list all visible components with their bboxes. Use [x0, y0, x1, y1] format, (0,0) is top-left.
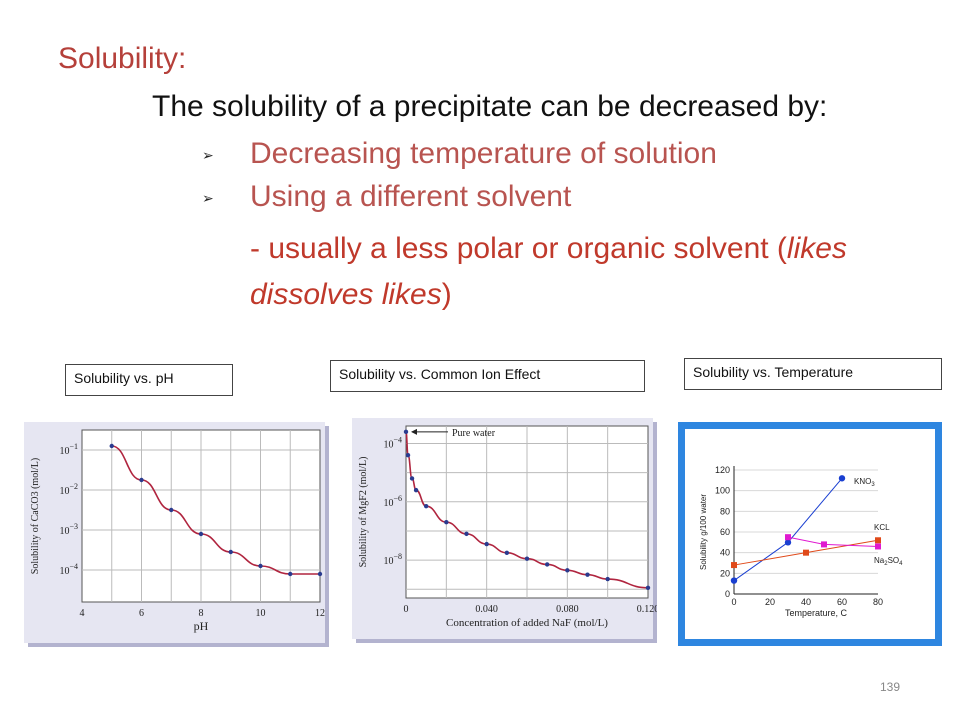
data-point	[198, 531, 204, 537]
data-point	[484, 541, 489, 547]
x-axis-label: pH	[194, 619, 209, 633]
arrow-bullet-icon: ➢	[202, 147, 214, 163]
x-axis-label: Concentration of added NaF (mol/L)	[446, 617, 608, 629]
page-number: 139	[880, 680, 901, 694]
y-tick-label: 60	[720, 527, 730, 537]
y-tick-label: 10−6	[383, 494, 402, 509]
common-ion-chart: 0 0.040 0.080 0.120 10−4 10−6 10−8 Concentratio…	[352, 418, 659, 643]
y-axis-label: Solubility g/100 water	[699, 494, 708, 570]
data-point	[585, 572, 590, 577]
data-point	[403, 429, 409, 435]
data-point	[524, 556, 530, 561]
y-tick-label: 20	[720, 568, 730, 578]
common-ion-chart-panel: 0 0.040 0.080 0.120 10−4 10−6 10−8 Concentratio…	[352, 418, 659, 648]
data-point	[258, 563, 263, 569]
y-tick-label: 10−4	[383, 435, 402, 450]
solubility-curve	[111, 445, 320, 575]
y-axis-label: Solubility of MgF2 (mol/L)	[358, 457, 369, 568]
data-point	[444, 520, 449, 525]
x-tick-label: 8	[199, 608, 204, 619]
data-point	[464, 531, 469, 537]
x-tick-label: 0	[731, 597, 736, 607]
data-point	[405, 452, 411, 458]
x-tick-label: 40	[801, 597, 811, 607]
y-tick-label: 10−8	[383, 552, 402, 567]
data-point	[228, 549, 233, 555]
label-common-ion: Solubility vs. Common Ion Effect	[330, 360, 645, 392]
data-point	[730, 577, 738, 584]
y-tick-label: 10−2	[59, 482, 78, 497]
sub-prefix: - usually a less polar or organic solven…	[250, 232, 787, 265]
x-tick-label: 0.080	[556, 604, 579, 615]
data-point	[645, 585, 651, 590]
data-point	[821, 541, 827, 548]
x-tick-label: 0	[404, 604, 409, 615]
data-point	[409, 476, 415, 481]
data-point	[838, 475, 846, 482]
y-tick-label: 10−1	[59, 442, 78, 457]
data-point	[139, 477, 144, 483]
panel-background	[685, 429, 935, 639]
x-tick-label: 0.120	[637, 604, 657, 615]
data-point	[731, 562, 737, 569]
x-tick-label: 0.040	[475, 604, 498, 615]
y-tick-label: 80	[720, 506, 730, 516]
y-axis-label: Solubility of CaCO3 (mol/L)	[30, 458, 41, 574]
x-tick-label: 6	[139, 608, 144, 619]
temperature-chart-panel: 0 20 40 60 80 100 120 0 20 40 60 80 Temperature, C So…	[678, 422, 942, 651]
data-point	[544, 562, 550, 567]
series-label: KNO3	[854, 477, 875, 488]
arrow-bullet-icon: ➢	[202, 190, 214, 206]
bullet-text: Decreasing temperature of solution	[250, 137, 717, 170]
lead-text: The solubility of a precipitate can be d…	[152, 90, 828, 123]
data-point	[317, 571, 323, 577]
series-label: Na2SO4	[874, 556, 903, 567]
sub-suffix: )	[441, 278, 452, 311]
data-point	[565, 568, 570, 573]
slide-title: Solubility:	[58, 42, 187, 75]
data-point	[288, 571, 293, 577]
bullet-text: Using a different solvent	[250, 180, 572, 213]
sub-italic: likes dissolves likes	[250, 232, 847, 311]
x-tick-label: 12	[315, 608, 325, 619]
data-point	[803, 549, 809, 556]
data-point	[875, 537, 881, 544]
x-tick-label: 60	[837, 597, 847, 607]
y-tick-label: 0	[725, 589, 730, 599]
data-point	[784, 539, 792, 546]
x-tick-label: 80	[873, 597, 883, 607]
y-tick-label: 100	[715, 486, 730, 496]
sub-bullet-text: - usually a less polar or organic solven…	[250, 226, 940, 318]
x-tick-label: 10	[256, 608, 266, 619]
temperature-chart: 0 20 40 60 80 100 120 0 20 40 60 80 Temperature, C So…	[678, 422, 942, 646]
data-point	[504, 550, 510, 556]
data-point	[875, 543, 881, 550]
annotation-arrowhead	[411, 428, 417, 435]
y-tick-label: 10−4	[59, 562, 78, 577]
y-tick-label: 10−3	[59, 522, 78, 537]
label-ph: Solubility vs. pH	[65, 364, 233, 396]
ph-chart-panel: 4 6 8 10 12 10−1 10−2 10−3 10−4 pH Solubility of C…	[24, 422, 329, 652]
label-temperature: Solubility vs. Temperature	[684, 358, 942, 390]
data-point	[169, 507, 174, 513]
series-label: KCL	[874, 523, 890, 532]
data-point	[423, 503, 429, 509]
ph-chart: 4 6 8 10 12 10−1 10−2 10−3 10−4 pH Solubility of C…	[24, 422, 329, 647]
y-tick-label: 120	[715, 465, 730, 475]
x-tick-label: 20	[765, 597, 775, 607]
x-tick-label: 4	[80, 608, 85, 619]
data-point	[413, 487, 419, 493]
data-point	[605, 576, 610, 582]
x-axis-label: Temperature, C	[785, 608, 848, 618]
annotation-label: Pure water	[452, 428, 496, 439]
y-tick-label: 40	[720, 548, 730, 558]
data-point	[109, 443, 114, 449]
data-point	[785, 534, 791, 541]
